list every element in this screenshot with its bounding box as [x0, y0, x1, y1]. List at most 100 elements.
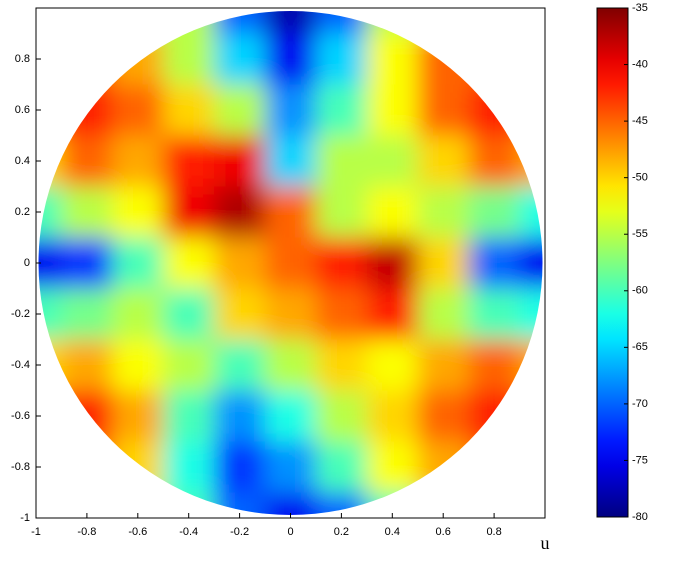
- x-tick-label: 0: [287, 526, 293, 538]
- field-cell: [112, 288, 165, 341]
- y-tick-label: 0.4: [15, 155, 30, 167]
- field-cell: [265, 186, 317, 239]
- field-cell: [417, 441, 470, 494]
- field-cell: [315, 84, 368, 137]
- field-cell: [214, 288, 267, 341]
- field-cell: [38, 237, 63, 290]
- field-cell: [315, 186, 368, 239]
- field-cell: [366, 135, 419, 188]
- field-cell: [214, 11, 267, 35]
- field-cell: [265, 135, 317, 188]
- colorbar-tick-label: -35: [632, 2, 648, 14]
- colorbar-tick-label: -55: [632, 228, 648, 240]
- field-cell: [112, 186, 165, 239]
- field-cell: [468, 135, 521, 188]
- field-cell: [61, 186, 114, 239]
- field-cell: [265, 84, 317, 137]
- field-cell: [315, 11, 368, 35]
- field-cell: [112, 33, 165, 86]
- field-cell: [163, 186, 216, 239]
- x-tick-label: -0.2: [230, 526, 249, 538]
- field-cell: [417, 237, 470, 290]
- field-cell: [112, 441, 165, 494]
- field-cell: [315, 441, 368, 494]
- field-cell: [315, 33, 368, 86]
- colorbar-tick-label: -80: [632, 511, 648, 523]
- field-cell: [315, 135, 368, 188]
- field-cell: [468, 441, 521, 494]
- colorbar-tick-label: -65: [632, 341, 648, 353]
- field-cell: [366, 390, 419, 443]
- field-cell: [315, 339, 368, 392]
- field-cell: [468, 84, 521, 137]
- field-cell: [265, 441, 317, 494]
- x-tick-label: -0.8: [77, 526, 96, 538]
- field-cell: [61, 135, 114, 188]
- x-tick-label: 0.6: [436, 526, 451, 538]
- field-cell: [61, 390, 114, 443]
- field-cell: [61, 11, 114, 35]
- colorbar: [596, 7, 629, 518]
- field-cell: [366, 441, 419, 494]
- field-cell: [163, 441, 216, 494]
- field-cell: [214, 135, 267, 188]
- field-cell: [468, 288, 521, 341]
- field-cell: [214, 33, 267, 86]
- field-cell: [112, 237, 165, 290]
- field-cell: [214, 84, 267, 137]
- field-cell: [61, 33, 114, 86]
- field-cell: [214, 339, 267, 392]
- x-tick-label: -0.4: [179, 526, 198, 538]
- field-cell: [417, 390, 470, 443]
- field-cell: [163, 288, 216, 341]
- field-cell: [214, 390, 267, 443]
- field-cell: [366, 33, 419, 86]
- y-tick-label: 0.8: [15, 53, 30, 65]
- field-cell: [417, 339, 470, 392]
- field-cell: [366, 11, 419, 35]
- field-cell: [315, 390, 368, 443]
- y-tick-label: -0.2: [11, 308, 30, 320]
- x-tick-label: 0.2: [334, 526, 349, 538]
- field-cell: [163, 11, 216, 35]
- field-cell: [519, 237, 543, 290]
- field-cell: [468, 339, 521, 392]
- colorbar-tick-label: -70: [632, 398, 648, 410]
- field-cell: [417, 135, 470, 188]
- colorbar-tick-label: -40: [632, 58, 648, 70]
- field-cell: [61, 84, 114, 137]
- field-cell: [163, 390, 216, 443]
- field-cell: [315, 237, 368, 290]
- colorbar-tick-label: -75: [632, 454, 648, 466]
- field-cell: [112, 11, 165, 35]
- field-cell: [366, 237, 419, 290]
- field-cell: [163, 339, 216, 392]
- field-cell: [366, 84, 419, 137]
- field-cell: [468, 237, 521, 290]
- field-cell: [468, 390, 521, 443]
- field-cell: [468, 33, 521, 86]
- x-tick-label: -0.6: [128, 526, 147, 538]
- field-cell: [366, 339, 419, 392]
- field-cell: [214, 237, 267, 290]
- field-cell: [417, 33, 470, 86]
- field-cell: [61, 288, 114, 341]
- field-cell: [468, 186, 521, 239]
- field-cell: [265, 492, 317, 515]
- x-axis-label: u: [541, 533, 550, 553]
- y-tick-label: -0.6: [11, 410, 30, 422]
- x-tick-label: 0.8: [486, 526, 501, 538]
- field-cell: [61, 237, 114, 290]
- colorbar-tick-label: -45: [632, 115, 648, 127]
- y-tick-label: 0.2: [15, 206, 30, 218]
- field-cell: [265, 33, 317, 86]
- field-cell: [417, 288, 470, 341]
- field-cell: [366, 288, 419, 341]
- field-cell: [417, 186, 470, 239]
- colorbar-tick-label: -50: [632, 172, 648, 184]
- y-tick-label: -0.8: [11, 461, 30, 473]
- x-tick-label: 0.4: [385, 526, 400, 538]
- field-cell: [163, 84, 216, 137]
- x-tick-label: -1: [31, 526, 41, 538]
- field-cell: [163, 135, 216, 188]
